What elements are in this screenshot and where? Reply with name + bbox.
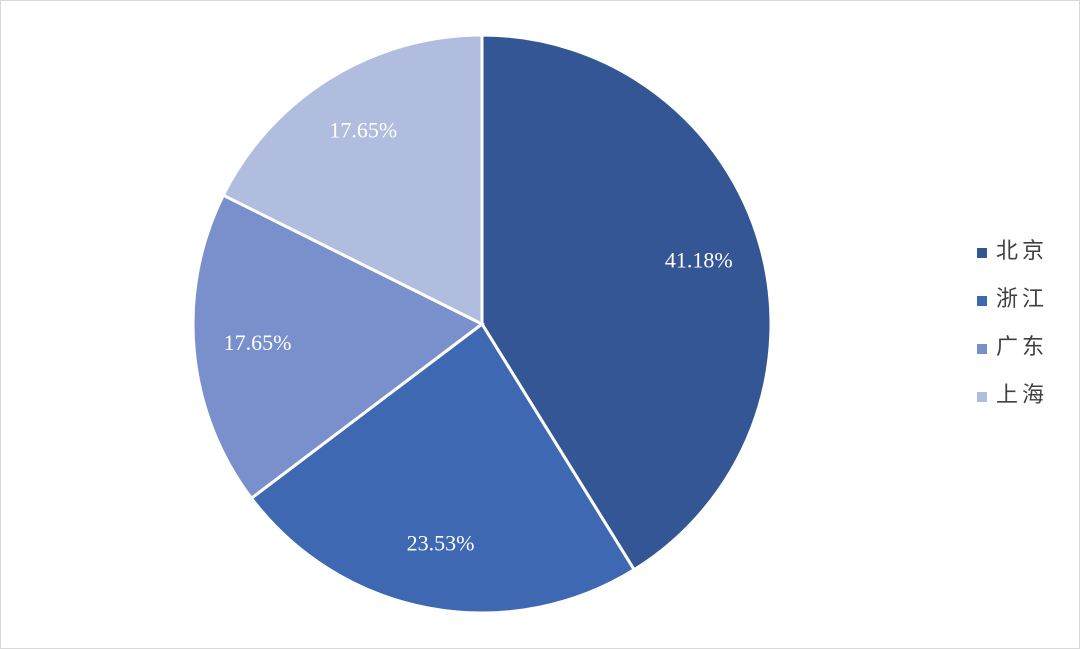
legend-label: 浙江 xyxy=(996,286,1048,311)
legend-swatch xyxy=(977,344,987,354)
data-label: 17.65% xyxy=(224,330,292,355)
legend-label: 北京 xyxy=(996,238,1048,263)
pie-slice xyxy=(221,33,484,327)
pie-slice xyxy=(480,33,773,572)
data-label: 41.18% xyxy=(665,247,733,272)
legend-label: 广东 xyxy=(996,334,1048,359)
legend-label: 上海 xyxy=(996,382,1048,407)
data-label: 23.53% xyxy=(407,531,475,556)
legend-swatch xyxy=(977,392,987,402)
pie-slice xyxy=(191,193,485,501)
legend-swatch xyxy=(977,248,987,258)
pie-slice xyxy=(249,321,637,615)
data-label: 17.65% xyxy=(329,117,397,142)
legend-swatch xyxy=(977,296,987,306)
